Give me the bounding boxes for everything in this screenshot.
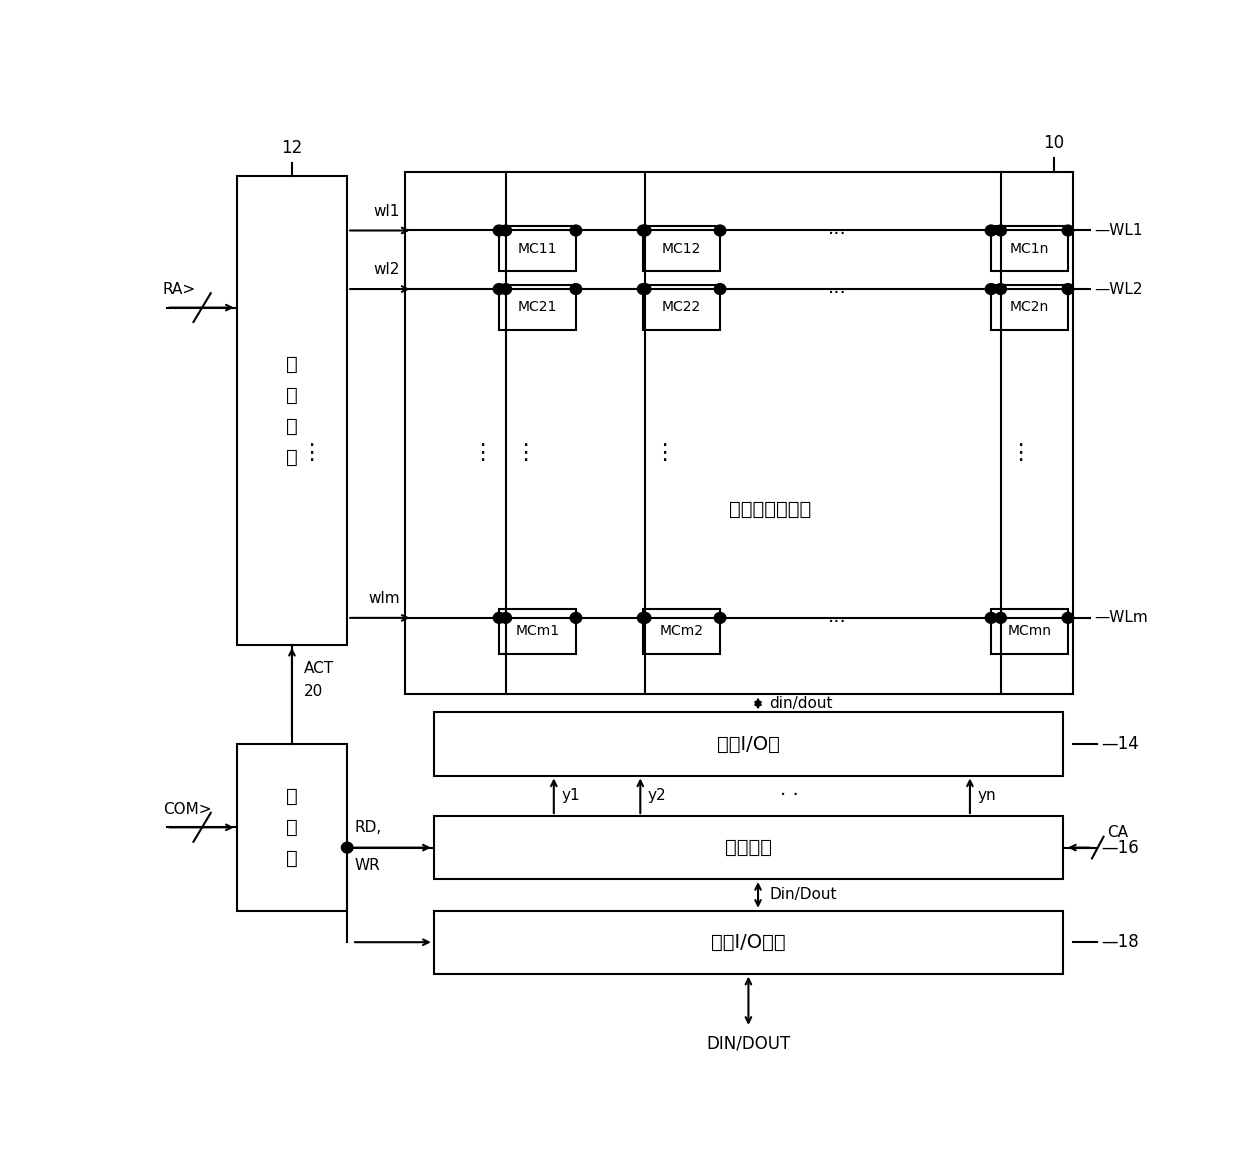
Text: MC21: MC21 xyxy=(518,300,557,314)
Text: yn: yn xyxy=(977,789,996,804)
Circle shape xyxy=(570,612,582,624)
Bar xyxy=(991,608,1068,654)
Bar xyxy=(991,284,1068,330)
Circle shape xyxy=(994,225,1007,236)
Circle shape xyxy=(500,612,512,624)
Text: ···: ··· xyxy=(828,284,847,303)
Text: MCm2: MCm2 xyxy=(660,625,703,639)
Bar xyxy=(644,608,720,654)
Text: ACT: ACT xyxy=(304,661,334,676)
Bar xyxy=(644,226,720,271)
Circle shape xyxy=(637,612,649,624)
Bar xyxy=(991,226,1068,271)
Bar xyxy=(498,226,575,271)
Circle shape xyxy=(1063,283,1074,295)
Text: WR: WR xyxy=(355,859,381,874)
Circle shape xyxy=(494,612,505,624)
Circle shape xyxy=(341,842,353,853)
Text: ···: ··· xyxy=(828,613,847,632)
Circle shape xyxy=(986,283,997,295)
Circle shape xyxy=(986,612,997,624)
Text: ⋮: ⋮ xyxy=(1009,443,1030,463)
Circle shape xyxy=(494,283,505,295)
Circle shape xyxy=(570,225,582,236)
Circle shape xyxy=(640,612,651,624)
Circle shape xyxy=(1063,612,1074,624)
Text: y1: y1 xyxy=(562,789,580,804)
Text: —WL2: —WL2 xyxy=(1094,282,1142,296)
Text: COM>: COM> xyxy=(162,801,211,817)
Text: DIN/DOUT: DIN/DOUT xyxy=(707,1035,791,1053)
Text: —16: —16 xyxy=(1101,839,1140,856)
Text: MCmn: MCmn xyxy=(1008,625,1052,639)
Text: MC11: MC11 xyxy=(518,241,557,255)
Circle shape xyxy=(640,225,651,236)
Circle shape xyxy=(986,225,997,236)
Text: 控
制
器: 控 制 器 xyxy=(286,787,298,868)
Text: —14: —14 xyxy=(1101,735,1140,753)
Text: —WL1: —WL1 xyxy=(1094,223,1142,238)
Text: MCm1: MCm1 xyxy=(516,625,559,639)
Text: ⋮: ⋮ xyxy=(300,443,322,463)
Circle shape xyxy=(714,612,725,624)
Bar xyxy=(404,172,1073,695)
Text: 数据I/O电路: 数据I/O电路 xyxy=(711,932,786,951)
Text: 存储器单元阵列: 存储器单元阵列 xyxy=(729,501,811,519)
Text: ···: ··· xyxy=(828,226,847,245)
Bar xyxy=(434,817,1063,879)
Text: —WLm: —WLm xyxy=(1094,611,1148,626)
Text: RA>: RA> xyxy=(162,282,196,297)
Text: MC12: MC12 xyxy=(662,241,702,255)
Text: CA: CA xyxy=(1107,825,1128,840)
Text: ⋮: ⋮ xyxy=(513,443,536,463)
Text: wlm: wlm xyxy=(368,591,401,606)
Circle shape xyxy=(994,283,1007,295)
Text: wl2: wl2 xyxy=(373,262,401,277)
Circle shape xyxy=(637,283,649,295)
Text: MC22: MC22 xyxy=(662,300,702,314)
Text: 12: 12 xyxy=(281,138,303,157)
Bar xyxy=(434,910,1063,973)
Text: din/dout: din/dout xyxy=(770,696,833,711)
Text: ⋮: ⋮ xyxy=(653,443,676,463)
Circle shape xyxy=(994,612,1007,624)
Circle shape xyxy=(494,225,505,236)
Text: —18: —18 xyxy=(1101,934,1140,951)
Text: 数据I/O门: 数据I/O门 xyxy=(717,735,780,753)
Text: 行
译
码
器: 行 译 码 器 xyxy=(286,355,298,467)
Circle shape xyxy=(714,225,725,236)
Text: MC2n: MC2n xyxy=(1009,300,1049,314)
Circle shape xyxy=(637,225,649,236)
Text: MC1n: MC1n xyxy=(1009,241,1049,255)
Bar xyxy=(237,744,347,910)
Text: RD,: RD, xyxy=(355,820,382,835)
Circle shape xyxy=(1063,225,1074,236)
Text: ⋮: ⋮ xyxy=(471,443,492,463)
Text: 列译码器: 列译码器 xyxy=(725,838,773,858)
Bar xyxy=(498,608,575,654)
Circle shape xyxy=(570,283,582,295)
Circle shape xyxy=(640,283,651,295)
Text: Din/Dout: Din/Dout xyxy=(770,887,837,902)
Text: · ·: · · xyxy=(780,786,799,805)
Bar xyxy=(237,177,347,645)
Circle shape xyxy=(500,283,512,295)
Circle shape xyxy=(714,283,725,295)
Text: y2: y2 xyxy=(649,789,667,804)
Circle shape xyxy=(500,225,512,236)
Text: 10: 10 xyxy=(1043,135,1064,152)
Bar xyxy=(434,713,1063,776)
Bar xyxy=(644,284,720,330)
Bar xyxy=(498,284,575,330)
Text: 20: 20 xyxy=(304,684,322,698)
Text: wl1: wl1 xyxy=(373,204,401,219)
